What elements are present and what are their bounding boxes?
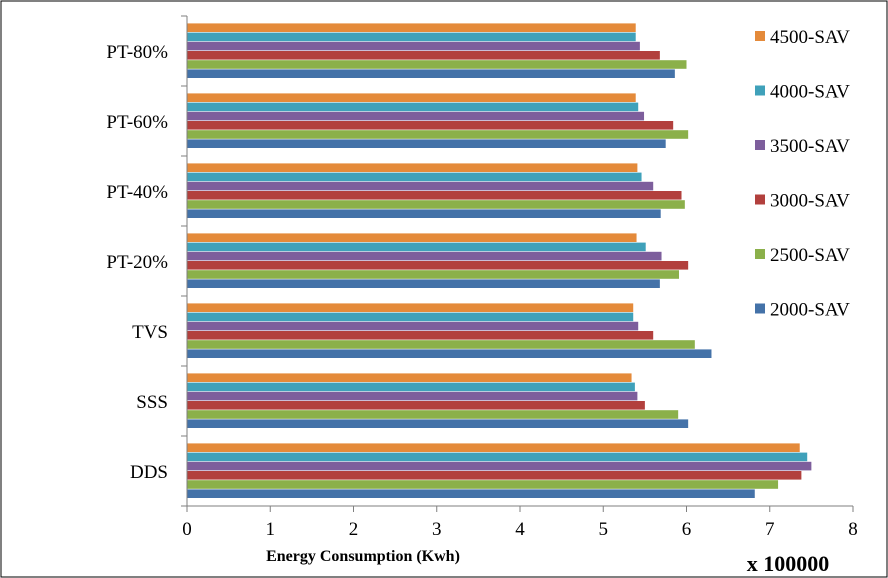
- axes-group: [181, 15, 854, 512]
- bar-pt40-2000-sav: [187, 209, 661, 218]
- legend-swatch-3000-sav: [755, 194, 765, 205]
- bar-dds-2500-sav: [187, 480, 779, 489]
- bar-pt40-2500-sav: [187, 200, 685, 209]
- category-label: DDS: [130, 462, 168, 483]
- legend-swatch-2500-sav: [755, 249, 765, 259]
- bar-pt20-3000-sav: [187, 261, 689, 270]
- bar-dds-3500-sav: [187, 461, 812, 471]
- bar-pt40-4000-sav: [187, 172, 642, 182]
- category-labels: DDS SSS TVS PT-20% PT-40% PT-60% PT-80%: [106, 42, 168, 483]
- bar-pt80-2500-sav: [187, 60, 687, 69]
- bar-dds-3000-sav: [187, 471, 802, 480]
- bar-pt40-4500-sav: [187, 163, 638, 172]
- category-label: PT-40%: [106, 182, 168, 203]
- legend: 4500-SAV 4000-SAV 3500-SAV 3000-SAV 2500-SAV…: [755, 27, 850, 321]
- bar-pt40-3000-sav: [187, 191, 682, 200]
- x-tick-label: 5: [599, 519, 609, 540]
- bar-pt60-3000-sav: [187, 121, 674, 130]
- x-tick-label: 2: [349, 519, 359, 540]
- legend-label-4000-sav: 4000-SAV: [770, 82, 850, 103]
- bar-tvs-4000-sav: [187, 312, 634, 322]
- x-tick-label: 6: [682, 519, 692, 540]
- bar-pt40-3500-sav: [187, 181, 654, 191]
- bar-tvs-3500-sav: [187, 321, 639, 331]
- category-label: SSS: [136, 392, 168, 413]
- category-label: PT-20%: [106, 252, 168, 273]
- bar-dds-4500-sav: [187, 443, 800, 452]
- bar-pt80-3500-sav: [187, 41, 640, 51]
- x-tick-label: 4: [515, 519, 525, 540]
- bar-pt20-2000-sav: [187, 279, 660, 288]
- bar-pt60-2500-sav: [187, 130, 689, 139]
- legend-swatch-4000-sav: [755, 85, 765, 96]
- x-tick-label: 3: [432, 519, 442, 540]
- bar-pt60-4500-sav: [187, 93, 636, 102]
- bar-tvs-4500-sav: [187, 303, 634, 312]
- bar-pt60-3500-sav: [187, 111, 645, 121]
- category-label: TVS: [132, 322, 168, 343]
- bar-sss-4000-sav: [187, 382, 635, 392]
- legend-label-2000-sav: 2000-SAV: [770, 300, 850, 321]
- bar-dds-4000-sav: [187, 452, 808, 462]
- bar-sss-3500-sav: [187, 391, 638, 401]
- legend-swatch-2000-sav: [755, 303, 765, 314]
- bar-pt20-2500-sav: [187, 270, 680, 279]
- x-tick-label: 8: [848, 519, 858, 540]
- bar-tvs-3000-sav: [187, 331, 654, 340]
- legend-swatch-3500-sav: [755, 140, 765, 150]
- bar-pt60-2000-sav: [187, 139, 666, 148]
- bars-group: [187, 23, 812, 498]
- bar-tvs-2000-sav: [187, 349, 712, 358]
- legend-swatch-4500-sav: [755, 31, 765, 41]
- bar-sss-4500-sav: [187, 373, 632, 382]
- category-label: PT-80%: [106, 42, 168, 63]
- bar-dds-2000-sav: [187, 489, 755, 498]
- bar-tvs-2500-sav: [187, 340, 695, 349]
- bar-pt20-4000-sav: [187, 242, 646, 252]
- x-tick-label: 1: [266, 519, 276, 540]
- legend-label-4500-sav: 4500-SAV: [770, 27, 850, 48]
- bar-pt20-4500-sav: [187, 233, 637, 242]
- bar-sss-2500-sav: [187, 410, 679, 419]
- bar-pt20-3500-sav: [187, 251, 662, 261]
- bar-pt80-3000-sav: [187, 51, 660, 60]
- x-axis-label: Energy Consumption (Kwh): [266, 548, 460, 565]
- x-tick-label: 7: [765, 519, 775, 540]
- legend-label-3500-sav: 3500-SAV: [770, 136, 850, 157]
- bar-pt80-4000-sav: [187, 32, 636, 42]
- bar-pt60-4000-sav: [187, 102, 639, 112]
- x-tick-labels: 0 1 2 3 4 5 6 7 8: [182, 519, 858, 540]
- bar-sss-3000-sav: [187, 401, 645, 410]
- bar-pt80-2000-sav: [187, 69, 675, 78]
- x-tick-label: 0: [182, 519, 192, 540]
- legend-label-3000-sav: 3000-SAV: [770, 191, 850, 212]
- bar-pt80-4500-sav: [187, 23, 636, 32]
- category-label: PT-60%: [106, 112, 168, 133]
- legend-label-2500-sav: 2500-SAV: [770, 245, 850, 266]
- bar-sss-2000-sav: [187, 419, 689, 428]
- x-axis-multiplier: x 100000: [747, 551, 830, 576]
